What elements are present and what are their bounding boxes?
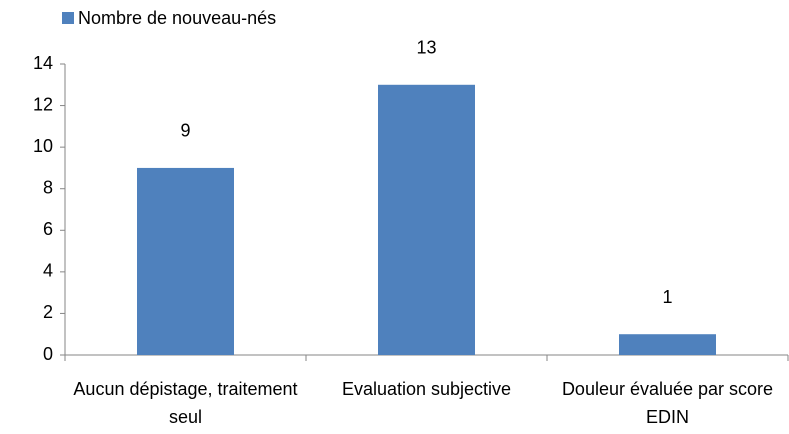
y-tick-label: 4 — [43, 261, 53, 281]
legend-label: Nombre de nouveau-nés — [78, 8, 276, 28]
bar — [619, 334, 716, 355]
legend-swatch — [62, 12, 74, 24]
bar — [378, 84, 475, 356]
y-tick-label: 10 — [33, 136, 53, 156]
x-tick-label: Aucun dépistage, traitement seul — [73, 379, 298, 427]
y-tick-label: 2 — [43, 302, 53, 322]
y-tick-label: 0 — [43, 344, 53, 364]
x-tick-label: Evaluation subjective — [341, 379, 512, 399]
data-label: 9 — [180, 121, 190, 141]
data-label: 1 — [662, 287, 672, 307]
y-tick-label: 6 — [43, 219, 53, 239]
x-tick-label: Douleur évaluée par score EDIN — [561, 379, 774, 427]
y-tick-label: 12 — [33, 94, 53, 114]
y-tick-label: 8 — [43, 177, 53, 197]
data-label: 13 — [416, 38, 436, 58]
y-tick-label: 14 — [33, 53, 53, 73]
bar — [137, 167, 234, 355]
